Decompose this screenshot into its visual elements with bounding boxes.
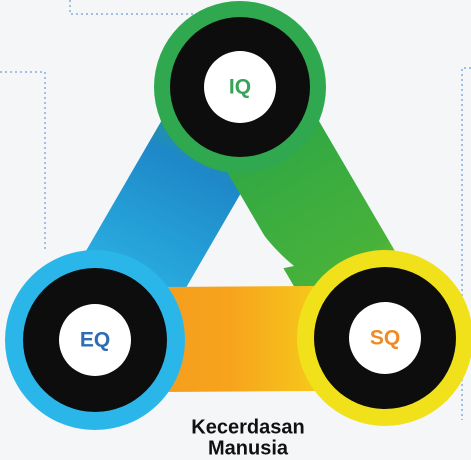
caption: Kecerdasan [191,416,304,438]
caption: Manusia [208,437,289,459]
node-label: EQ [80,329,110,352]
sq-node: SQ [297,250,471,426]
eq-node: EQ [5,250,185,430]
diagram: IQ EQ SQ Kecerdasan Manusia [0,0,471,460]
page: IQ EQ SQ Kecerdasan Manusia (() => { con… [0,0,471,460]
node-label: SQ [370,327,400,350]
node-label: IQ [229,76,251,99]
iq-node: IQ [154,1,326,173]
